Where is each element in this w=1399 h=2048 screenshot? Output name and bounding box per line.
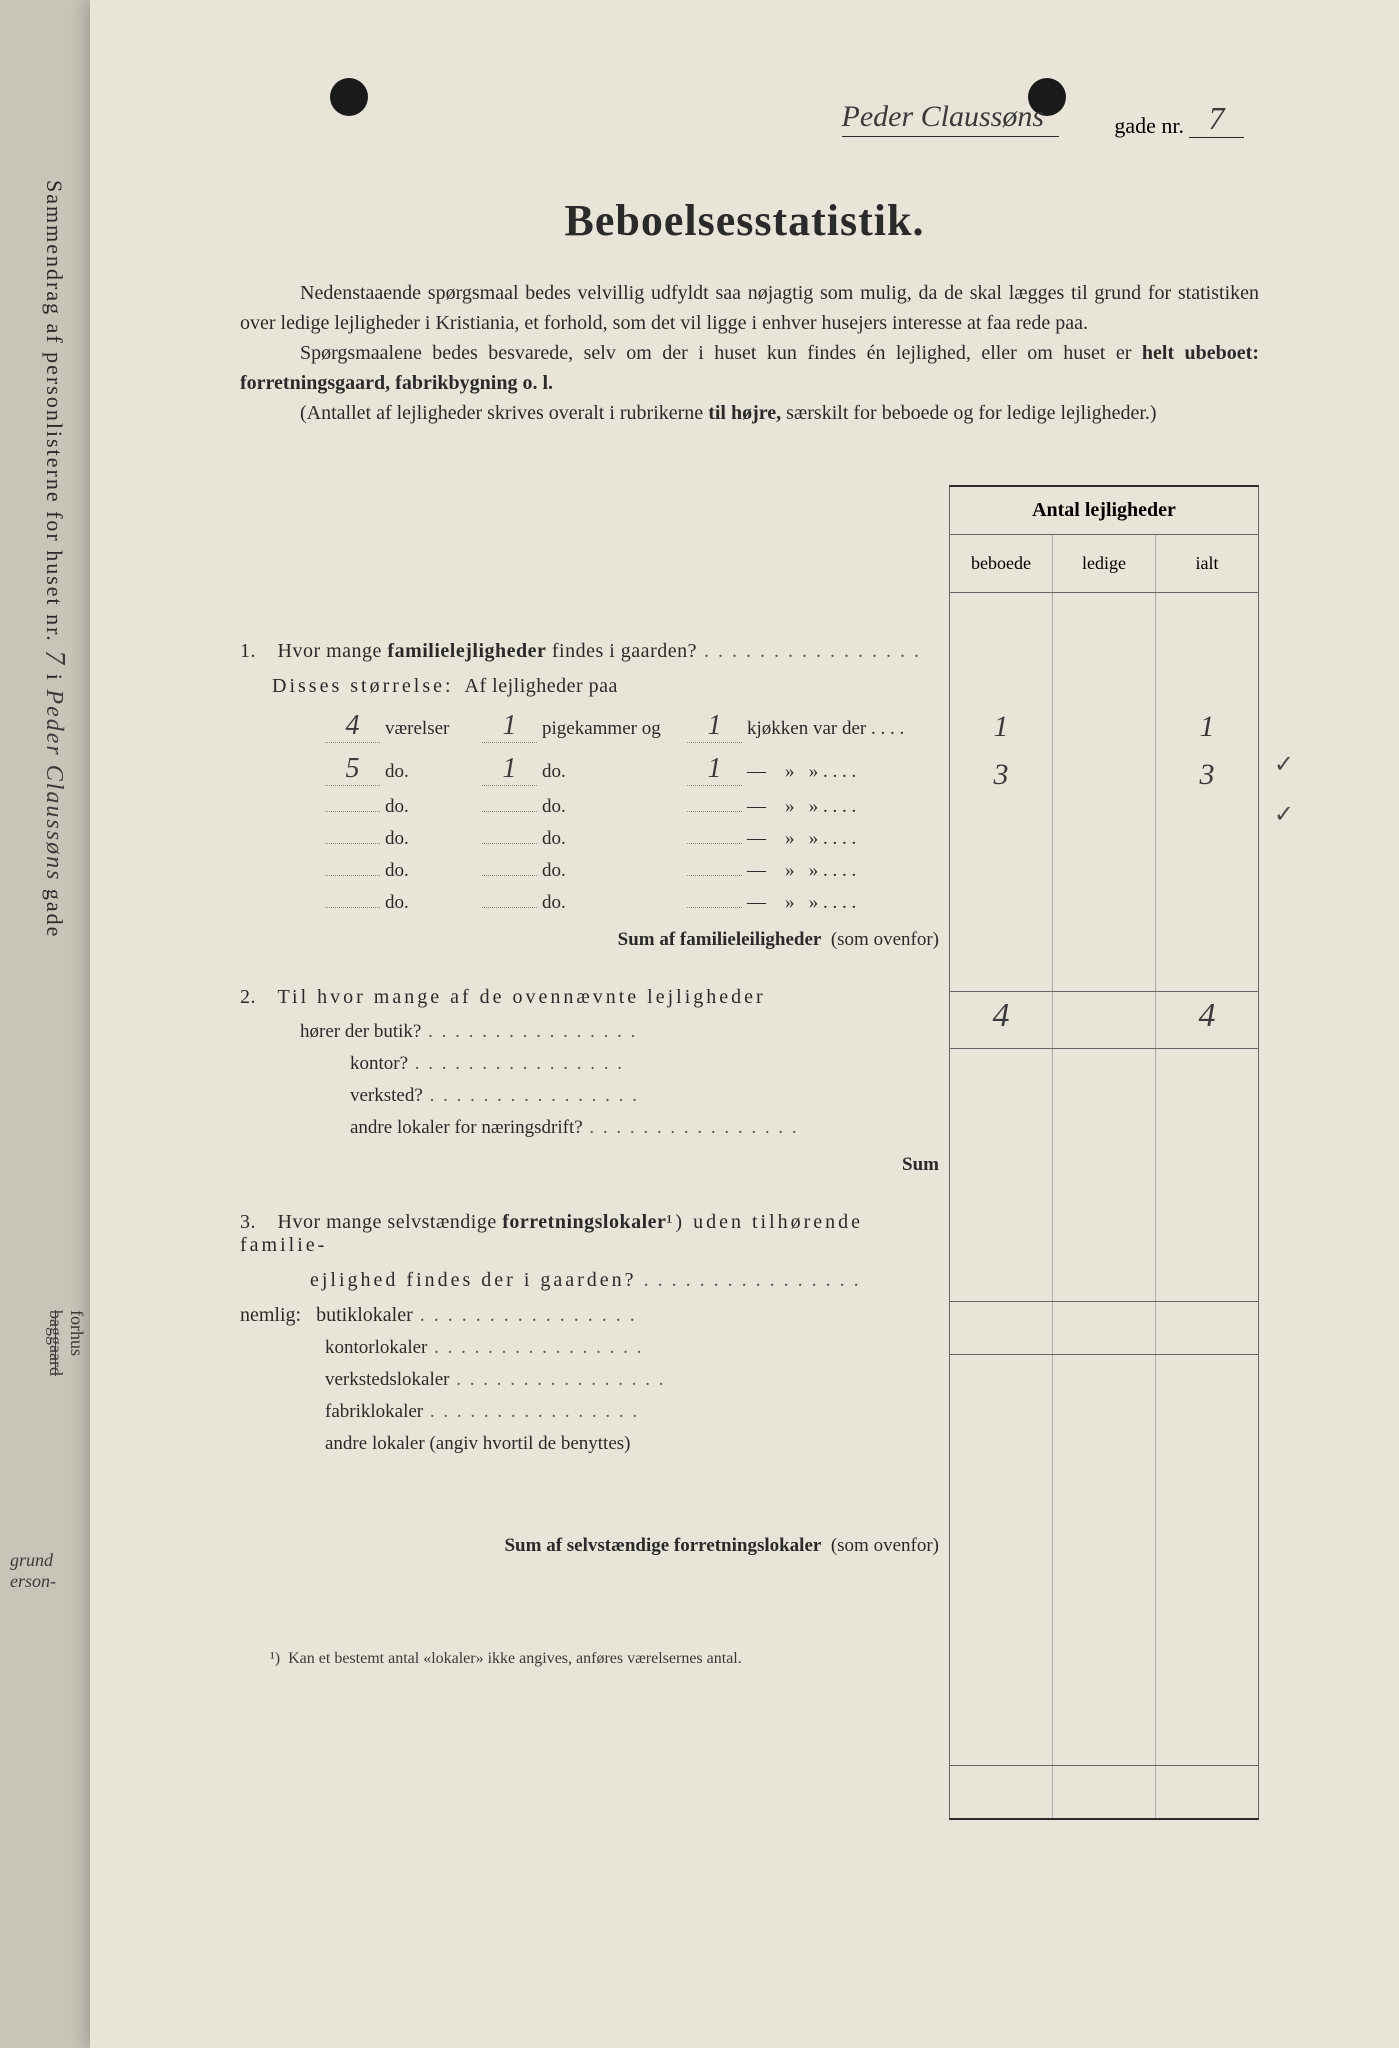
results-table: Antal lejligheder beboede ledige ialt 1 … xyxy=(949,485,1259,1820)
q1-disses: Disses størrelse: Af lejligheder paa xyxy=(272,675,939,698)
col-ledige: ledige xyxy=(1053,535,1156,592)
q3-item: andre lokaler (angiv hvortil de benyttes… xyxy=(325,1433,939,1455)
intro-p1: Nedenstaaende spørgsmaal bedes velvillig… xyxy=(240,278,1259,338)
table-row xyxy=(950,1205,1258,1253)
table-row: 3 3 xyxy=(950,751,1258,799)
header-street-name: Peder Claussøns xyxy=(842,100,1060,137)
table-body: 1 1 3 3 4 4 xyxy=(949,593,1259,1820)
cell: 1 xyxy=(950,703,1053,751)
cell: 3 xyxy=(950,751,1053,799)
q3-nemlig: nemlig: butiklokaler xyxy=(240,1304,939,1327)
form-row: do. do. — » » . . . . xyxy=(320,796,939,818)
table-row xyxy=(950,1355,1258,1415)
q2-line: 2. Til hvor mange af de ovennævnte lejli… xyxy=(240,986,939,1009)
form-row: 4 værelser 1 pigekammer og 1 kjøkken var… xyxy=(320,710,939,743)
q3-item: verkstedslokaler xyxy=(325,1369,939,1391)
sum-cell: 4 xyxy=(950,992,1053,1048)
q1-line: 1. Hvor mange familielejligheder findes … xyxy=(240,640,939,663)
table-header: Antal lejligheder xyxy=(949,485,1259,535)
sidebar-forhus: forhus baggaard xyxy=(45,1310,87,1376)
table-row-sum: 4 4 xyxy=(950,991,1258,1049)
intro-text: Nedenstaaende spørgsmaal bedes velvillig… xyxy=(240,278,1259,428)
table-row xyxy=(950,943,1258,991)
form-row: do. do. — » » . . . . xyxy=(320,828,939,850)
table-row-sum xyxy=(950,1301,1258,1355)
table-row xyxy=(950,1049,1258,1109)
sidebar-nr: 7 xyxy=(39,650,70,666)
sidebar-main: Sammendrag af personlisterne for huset n… xyxy=(42,180,67,643)
q2-item: hører der butik? xyxy=(300,1021,939,1043)
table-row xyxy=(950,799,1258,847)
q3-line2: ejlighed findes der i gaarden? xyxy=(310,1269,939,1292)
q3-item: kontorlokaler xyxy=(325,1337,939,1359)
table-row xyxy=(950,847,1258,895)
table-row xyxy=(950,593,1258,653)
intro-p3: (Antallet af lejligheder skrives overalt… xyxy=(240,398,1259,428)
col-ialt: ialt xyxy=(1156,535,1258,592)
footnote: ¹) Kan et bestemt antal «lokaler» ikke a… xyxy=(270,1650,742,1668)
table-row xyxy=(950,895,1258,943)
table-row xyxy=(950,1655,1258,1765)
intro-p2: Spørgsmaalene bedes besvarede, selv om d… xyxy=(240,338,1259,398)
sidebar-gade: gade xyxy=(42,889,67,939)
document-page: Peder Claussøns gade nr. 7 Beboelsesstat… xyxy=(90,0,1399,2048)
q2-item: verksted? xyxy=(350,1085,939,1107)
table-row xyxy=(950,1253,1258,1301)
punch-hole-icon xyxy=(330,78,368,116)
sidebar-grund: grund erson- xyxy=(10,1550,56,1592)
sidebar-summary-text: Sammendrag af personlisterne for huset n… xyxy=(20,180,70,1280)
form-row: do. do. — » » . . . . xyxy=(320,892,939,914)
sidebar-i: i xyxy=(42,674,67,682)
cell: 3 xyxy=(1156,751,1258,799)
table-row: 1 1 xyxy=(950,703,1258,751)
q3-sum: Sum af selvstændige forretningslokaler (… xyxy=(240,1535,939,1557)
table-row xyxy=(950,1511,1258,1559)
header-nr-value: 7 xyxy=(1189,100,1244,138)
table-row xyxy=(950,1463,1258,1511)
sum-cell: 4 xyxy=(1156,992,1258,1048)
q2-sum: Sum xyxy=(240,1154,939,1176)
table-row xyxy=(950,653,1258,703)
cell xyxy=(1053,751,1156,799)
table-subheader: beboede ledige ialt xyxy=(949,535,1259,593)
sum-cell xyxy=(1053,992,1156,1048)
q3-item: fabriklokaler xyxy=(325,1401,939,1423)
sidebar-street: Peder Claussøns xyxy=(41,689,67,881)
checkmark-icon: ✓ xyxy=(1274,800,1294,829)
table-row xyxy=(950,1415,1258,1463)
q3-line: 3. Hvor mange selvstændige forretningslo… xyxy=(240,1211,939,1257)
cell: 1 xyxy=(1156,703,1258,751)
table-row xyxy=(950,1559,1258,1607)
q2-item: kontor? xyxy=(350,1053,939,1075)
q2-item: andre lokaler for næringsdrift? xyxy=(350,1117,939,1139)
table-row-sum xyxy=(950,1765,1258,1818)
questions-content: 1. Hvor mange familielejligheder findes … xyxy=(240,640,939,1582)
cell xyxy=(1053,703,1156,751)
form-row: 5 do. 1 do. 1 — » » . . . . xyxy=(320,753,939,786)
col-beboede: beboede xyxy=(950,535,1053,592)
q1-sum: Sum af familieleiligheder (som ovenfor) xyxy=(240,929,939,951)
table-row xyxy=(950,1109,1258,1157)
form-row: do. do. — » » . . . . xyxy=(320,860,939,882)
checkmark-icon: ✓ xyxy=(1274,750,1294,779)
table-row xyxy=(950,1157,1258,1205)
table-row xyxy=(950,1607,1258,1655)
header-gade-nr-label: gade nr. xyxy=(1114,113,1184,139)
page-title: Beboelsesstatistik. xyxy=(90,195,1399,246)
